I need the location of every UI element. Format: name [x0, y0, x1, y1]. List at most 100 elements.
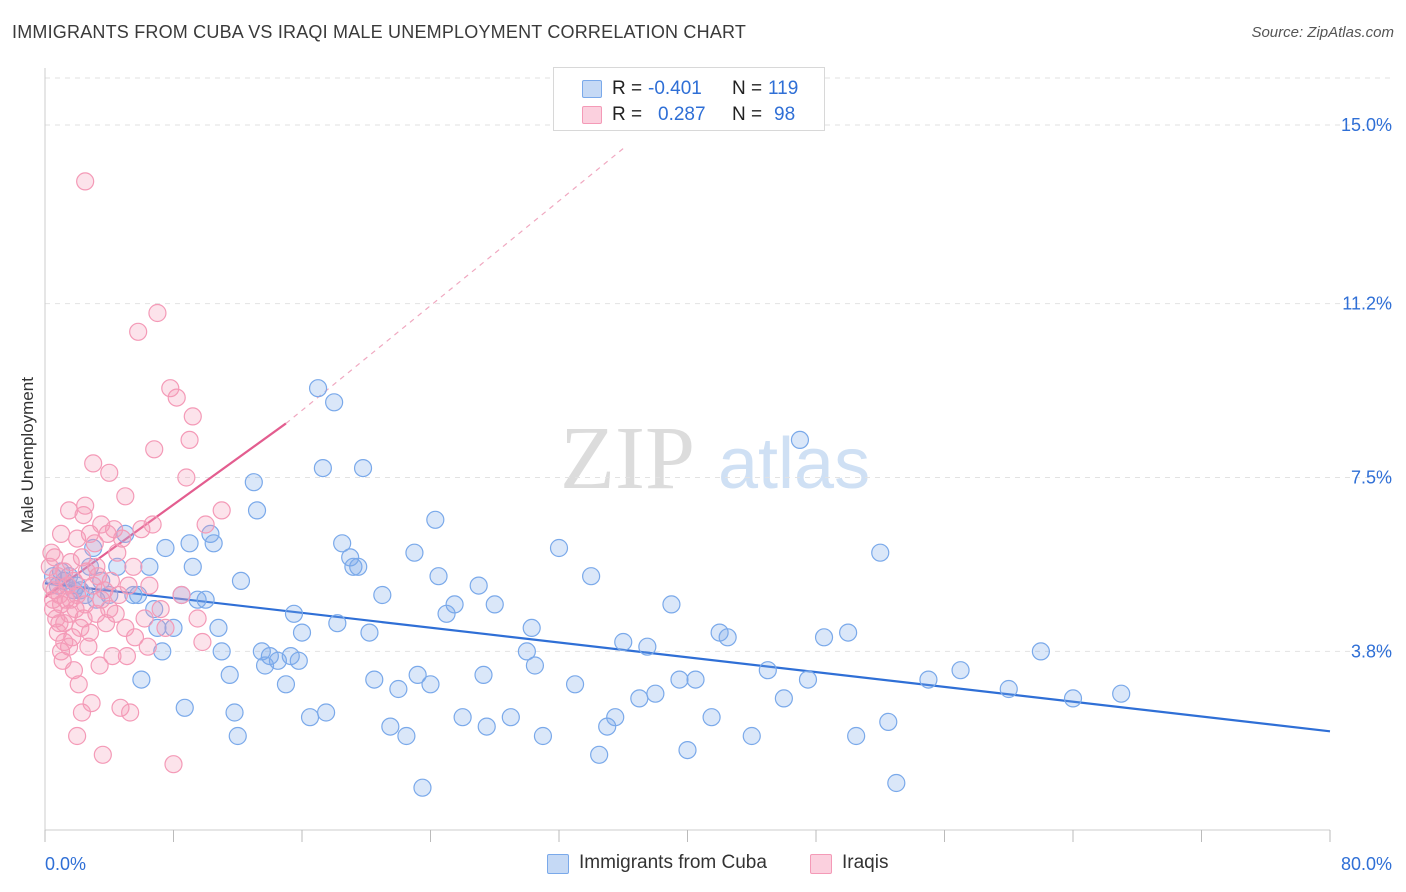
- iraqi-point: [90, 656, 109, 675]
- iraqi-point: [140, 576, 159, 595]
- legend-row-cuba: R = -0.401 N = 119: [554, 74, 824, 102]
- cuba-point: [814, 628, 834, 647]
- cuba-point: [353, 459, 373, 478]
- cuba-point: [204, 534, 223, 553]
- cuba-point: [839, 623, 858, 642]
- y-tick-label: 3.8%: [1351, 641, 1392, 661]
- iraqi-point: [84, 454, 103, 473]
- iraqi-point: [212, 501, 231, 520]
- cuba-point: [156, 538, 175, 558]
- iraqi-point: [132, 520, 151, 539]
- cuba-point: [292, 623, 312, 642]
- cuba-point: [919, 670, 938, 689]
- legend-n-label: N =: [732, 78, 763, 99]
- trend-lines: [44, 148, 1331, 733]
- cuba-point: [525, 656, 545, 675]
- cuba-point: [196, 590, 215, 609]
- iraqi-point: [82, 693, 101, 713]
- iraqi-point: [151, 599, 170, 619]
- cuba-point: [999, 679, 1018, 699]
- iraqi-point: [72, 703, 92, 722]
- cuba-point: [533, 726, 553, 746]
- legend-r-value: -0.401: [648, 78, 702, 99]
- cuba-point: [522, 618, 541, 638]
- cuba-point: [408, 665, 427, 685]
- iraqi-point: [135, 609, 154, 628]
- iraqi-trend-line: [44, 422, 287, 599]
- iraqi-point: [111, 698, 130, 717]
- watermark: ZIP atlas: [560, 409, 870, 508]
- cuba-point: [153, 642, 172, 661]
- watermark-zip: ZIP: [560, 409, 695, 508]
- iraqi-point: [74, 609, 93, 628]
- iraqi-point: [87, 557, 106, 576]
- cuba-point: [758, 661, 777, 680]
- cuba-point: [429, 567, 448, 586]
- y-tick-label: 11.2%: [1342, 294, 1392, 314]
- cuba-point: [678, 740, 697, 760]
- cuba-point: [397, 726, 416, 746]
- iraqi-point: [145, 440, 164, 459]
- iraqi-point: [119, 576, 138, 595]
- iraqi-point: [117, 646, 137, 666]
- cuba-point: [228, 726, 247, 746]
- iraqi-point: [76, 172, 95, 191]
- cuba-point: [333, 534, 352, 553]
- iraqi-point: [148, 303, 167, 323]
- cuba-point: [360, 623, 379, 642]
- x-tick-label-min: 0.0%: [45, 854, 86, 874]
- iraqi-point: [196, 515, 215, 534]
- cuba-point: [344, 557, 363, 576]
- iraqi-point: [96, 614, 116, 633]
- cuba-point: [313, 459, 332, 478]
- iraqi-point: [116, 618, 135, 638]
- cuba-point: [175, 698, 194, 717]
- cuba-point: [276, 675, 296, 694]
- cuba-point: [1112, 684, 1131, 703]
- iraqi-point: [121, 703, 140, 722]
- cuba-point: [445, 595, 464, 614]
- cuba-point: [670, 670, 689, 689]
- iraqi-point: [45, 581, 64, 600]
- iraqi-point: [59, 501, 79, 520]
- iraqi-point: [172, 585, 191, 605]
- iraqi-point: [55, 562, 74, 581]
- iraqi-point: [183, 407, 202, 426]
- cuba-trend-line: [44, 582, 1331, 733]
- cuba-point: [565, 675, 585, 694]
- grid: [45, 77, 1392, 652]
- legend-row-iraqis: R = 0.287 N = 98: [554, 100, 824, 128]
- iraqi-point: [76, 496, 95, 515]
- cuba-point: [549, 538, 569, 558]
- cuba-point: [582, 567, 601, 586]
- cuba-point: [421, 675, 440, 694]
- iraqi-point: [72, 548, 92, 567]
- cuba-point: [517, 642, 536, 661]
- iraqi-point: [61, 590, 80, 609]
- iraqi-point: [116, 487, 135, 506]
- chart-title: IMMIGRANTS FROM CUBA VS IRAQI MALE UNEMP…: [12, 22, 747, 42]
- legend-r-label: R =: [612, 104, 643, 125]
- cuba-point: [247, 501, 267, 520]
- iraqi-point: [95, 581, 114, 600]
- iraqi-point: [109, 585, 128, 605]
- cuba-point: [662, 595, 681, 614]
- iraqi-point: [79, 637, 98, 656]
- iraqi-point: [124, 557, 143, 576]
- cuba-point: [638, 637, 657, 656]
- iraqi-point: [61, 552, 80, 572]
- cuba-point: [140, 557, 159, 576]
- legend-r-label: R =: [612, 78, 643, 99]
- cuba-point: [373, 585, 392, 605]
- bottom-legend-label-cuba: Immigrants from Cuba: [579, 852, 767, 873]
- cuba-point: [790, 430, 810, 449]
- cuba-point: [389, 679, 408, 699]
- iraqi-point: [106, 604, 125, 623]
- iraqi-point: [193, 632, 212, 652]
- legend-swatch-iraqis: [582, 106, 602, 124]
- cuba-point: [742, 726, 761, 746]
- iraqi-point: [103, 646, 122, 666]
- cuba-point: [606, 708, 625, 727]
- iraqi-point: [64, 571, 84, 591]
